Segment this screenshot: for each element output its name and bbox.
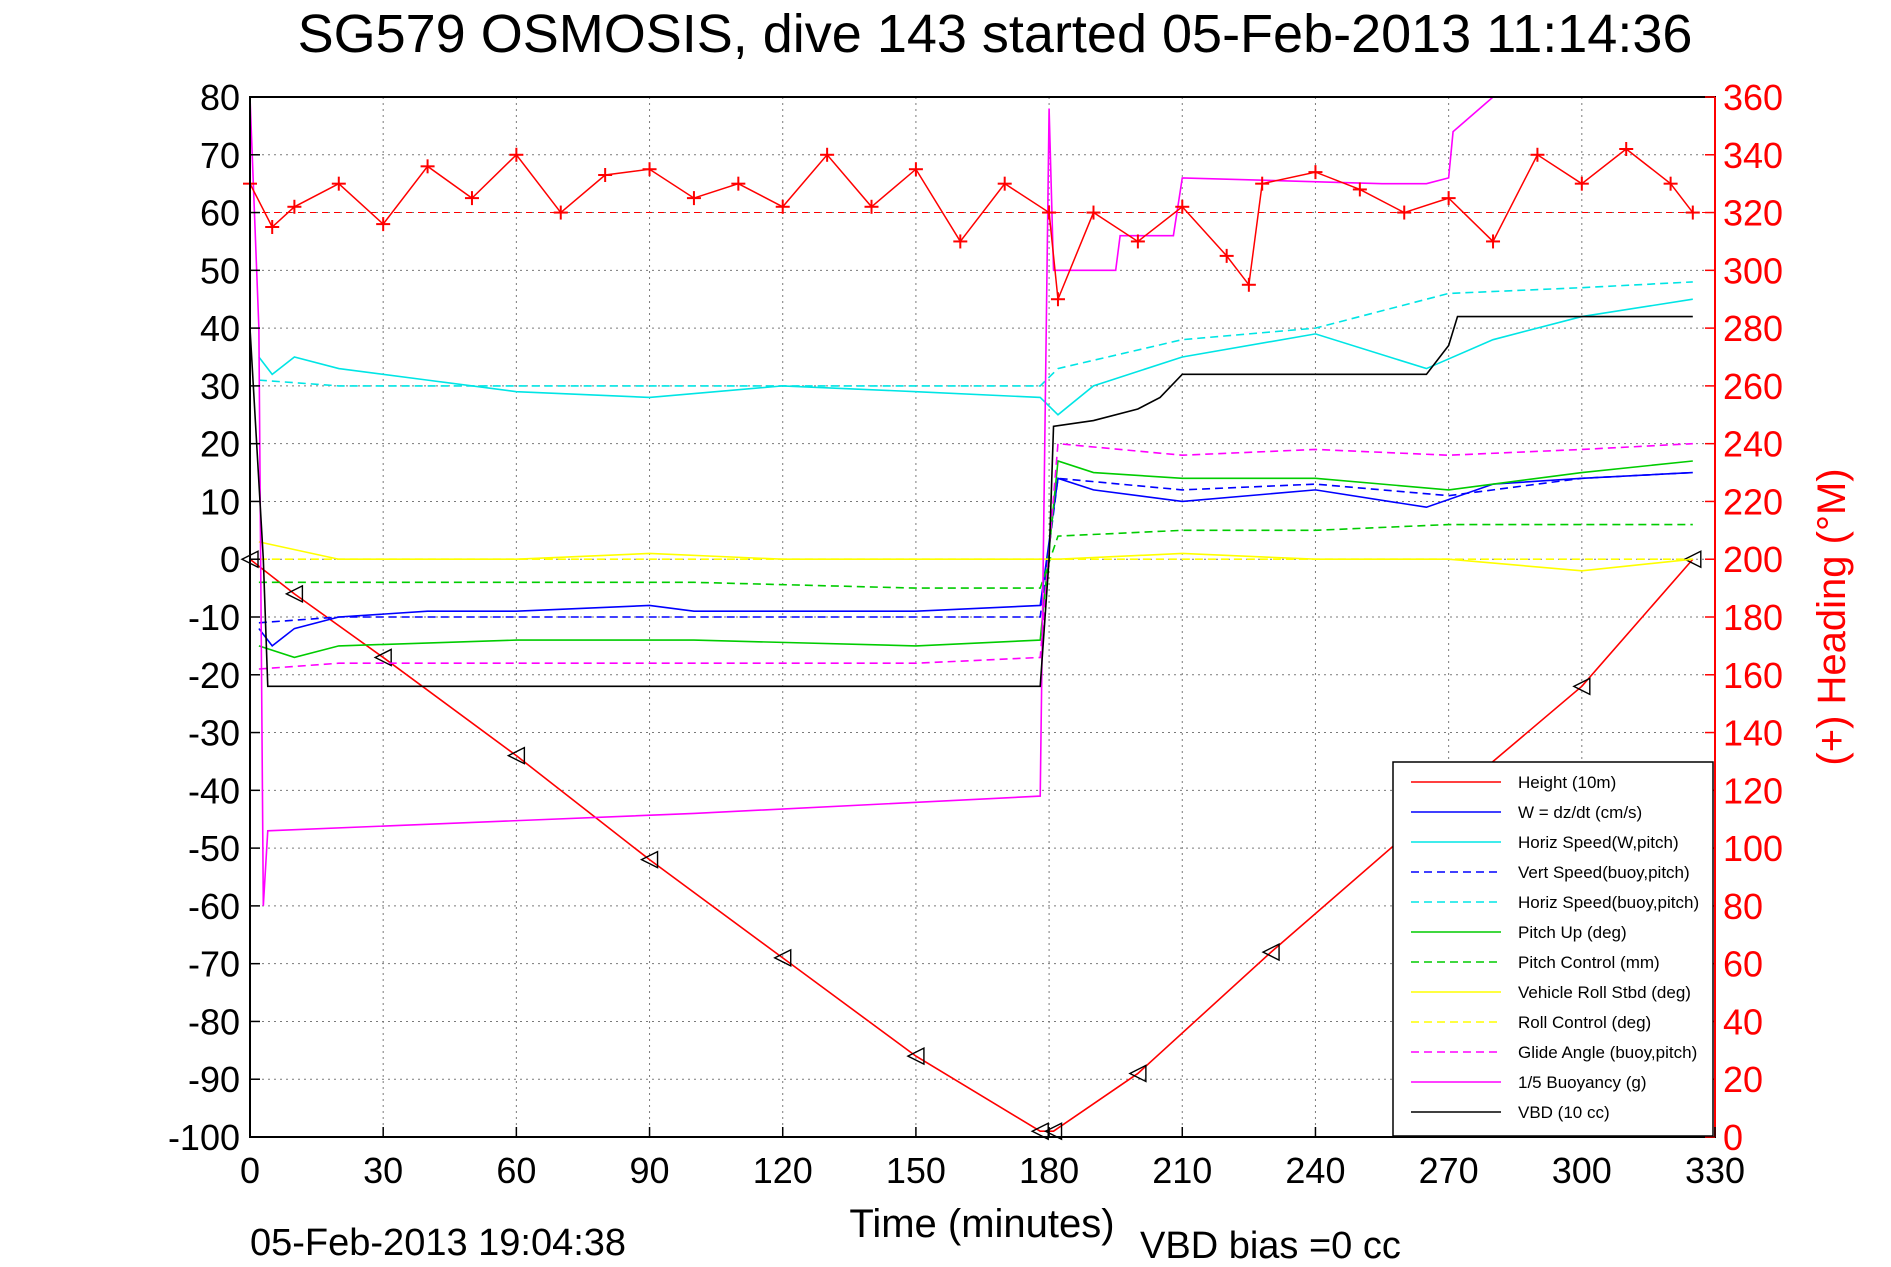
left-tick-label-18: -100 — [168, 1117, 240, 1158]
right-tick-label-10: 160 — [1723, 655, 1783, 696]
legend-label-10: 1/5 Buoyancy (g) — [1518, 1073, 1647, 1092]
left-tick-label-16: -80 — [188, 1001, 240, 1042]
right-tick-label-7: 220 — [1723, 481, 1783, 522]
right-tick-label-5: 260 — [1723, 366, 1783, 407]
footer-vbd-bias: VBD bias =0 cc — [1140, 1225, 1401, 1262]
height-point-7 — [1030, 1122, 1049, 1141]
legend-label-6: Pitch Control (mm) — [1518, 953, 1660, 972]
series-2 — [258, 298, 1693, 416]
height-point-1 — [284, 584, 304, 604]
height-point-8 — [1043, 1122, 1063, 1141]
left-axis: 80 70 60 50 40 30 20 10 0 -10 -20 -30 -40 -50 -60 -70 -8… — [168, 77, 260, 1158]
right-tick-label-11: 140 — [1723, 713, 1783, 754]
left-tick-label-17: -90 — [188, 1059, 240, 1100]
right-tick-label-15: 60 — [1723, 944, 1763, 985]
chart-title: SG579 OSMOSIS, dive 143 started 05-Feb-2… — [298, 4, 1693, 64]
footer-timestamp: 05-Feb-2013 19:04:38 — [250, 1222, 626, 1262]
height-point-12 — [1572, 677, 1591, 696]
right-axis-label: (+) Heading (°M) — [1810, 468, 1854, 765]
right-tick-label-0: 360 — [1723, 77, 1783, 118]
right-tick-label-13: 100 — [1723, 828, 1783, 869]
right-tick-label-14: 80 — [1723, 886, 1763, 927]
legend-label-1: W = dz/dt (cm/s) — [1518, 803, 1642, 822]
bottom-tick-label-6: 180 — [1019, 1150, 1079, 1191]
left-tick-label-2: 60 — [200, 193, 240, 234]
right-tick-label-16: 40 — [1723, 1001, 1763, 1042]
legend-label-11: VBD (10 cc) — [1518, 1103, 1610, 1122]
bottom-tick-label-1: 30 — [363, 1150, 403, 1191]
series-line-2 — [258, 298, 1693, 416]
series-12 — [243, 142, 1700, 307]
bottom-tick-label-8: 240 — [1285, 1150, 1345, 1191]
left-tick-label-4: 40 — [200, 308, 240, 349]
height-point-2 — [373, 648, 392, 667]
left-tick-label-5: 30 — [200, 366, 240, 407]
legend-label-8: Roll Control (deg) — [1518, 1013, 1651, 1032]
bottom-tick-label-3: 90 — [630, 1150, 670, 1191]
right-tick-label-1: 340 — [1723, 135, 1783, 176]
right-tick-label-9: 180 — [1723, 597, 1783, 638]
series-line-11 — [249, 315, 1693, 688]
left-tick-label-6: 20 — [200, 424, 240, 465]
series-line-10 — [249, 96, 1494, 906]
height-point-5 — [773, 948, 792, 968]
right-tick-label-4: 280 — [1723, 308, 1783, 349]
series-4 — [258, 281, 1693, 387]
bottom-tick-label-5: 150 — [886, 1150, 946, 1191]
height-point-4 — [639, 850, 659, 869]
height-point-9 — [1128, 1064, 1147, 1083]
left-tick-label-1: 70 — [200, 135, 240, 176]
right-tick-label-17: 20 — [1723, 1059, 1763, 1100]
bottom-tick-label-0: 0 — [240, 1150, 260, 1191]
left-tick-label-14: -60 — [188, 886, 240, 927]
right-tick-label-3: 300 — [1723, 250, 1783, 291]
left-tick-label-7: 10 — [200, 481, 240, 522]
series-line-4 — [258, 281, 1693, 387]
series-layer — [240, 96, 1715, 1141]
legend-label-9: Glide Angle (buoy,pitch) — [1518, 1043, 1697, 1062]
right-tick-label-6: 240 — [1723, 424, 1783, 465]
right-tick-label-2: 320 — [1723, 193, 1783, 234]
series-11 — [249, 315, 1693, 688]
series-line-0 — [249, 558, 1694, 1133]
bottom-tick-label-11: 330 — [1685, 1150, 1745, 1191]
left-tick-label-15: -70 — [188, 944, 240, 985]
left-tick-label-9: -10 — [188, 597, 240, 638]
left-tick-label-8: 0 — [220, 539, 240, 580]
bottom-tick-label-9: 270 — [1419, 1150, 1479, 1191]
left-tick-label-11: -30 — [188, 713, 240, 754]
bottom-tick-label-10: 300 — [1552, 1150, 1612, 1191]
right-tick-label-18: 0 — [1723, 1117, 1743, 1158]
legend-box — [1392, 761, 1714, 1137]
legend-label-5: Pitch Up (deg) — [1518, 923, 1627, 942]
bottom-tick-label-2: 60 — [496, 1150, 536, 1191]
heading-line — [249, 148, 1694, 300]
right-tick-label-12: 120 — [1723, 770, 1783, 811]
height-point-6 — [906, 1046, 925, 1066]
right-tick-label-8: 200 — [1723, 539, 1783, 580]
left-tick-label-3: 50 — [200, 250, 240, 291]
legend-label-3: Vert Speed(buoy,pitch) — [1518, 863, 1690, 882]
legend-label-0: Height (10m) — [1518, 773, 1616, 792]
x-axis-label: Time (minutes) — [849, 1202, 1114, 1246]
legend-label-4: Horiz Speed(buoy,pitch) — [1518, 893, 1699, 912]
height-point-10 — [1261, 942, 1280, 962]
bottom-tick-label-4: 120 — [753, 1150, 813, 1191]
legend-label-2: Horiz Speed(W,pitch) — [1518, 833, 1679, 852]
left-tick-label-0: 80 — [200, 77, 240, 118]
height-point-13 — [1683, 550, 1702, 569]
series-10 — [249, 96, 1494, 906]
left-tick-label-13: -50 — [188, 828, 240, 869]
right-axis: 3603403203002802602402202001801601401201… — [1705, 77, 1783, 1158]
bottom-tick-label-7: 210 — [1152, 1150, 1212, 1191]
height-point-3 — [506, 746, 526, 765]
legend-label-7: Vehicle Roll Stbd (deg) — [1518, 983, 1691, 1002]
left-tick-label-10: -20 — [188, 655, 240, 696]
left-tick-label-12: -40 — [188, 770, 240, 811]
bottom-axis: 0 30 60 90 120 150 180 210 240 270 300 330 — [240, 1127, 1745, 1191]
legend: Height (10m) W = dz/dt (cm/s) Horiz Speed(… — [1392, 761, 1714, 1137]
